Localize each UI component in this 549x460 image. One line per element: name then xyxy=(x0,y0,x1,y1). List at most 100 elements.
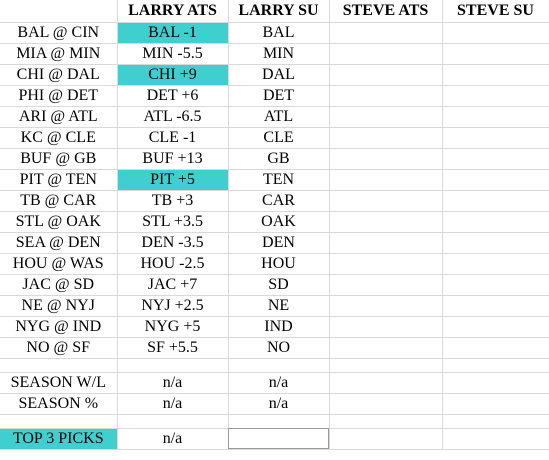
steve-su-cell[interactable] xyxy=(442,274,549,296)
larry-ats-cell[interactable]: n/a xyxy=(117,393,229,415)
steve-su-cell[interactable] xyxy=(442,169,549,191)
empty-cell[interactable] xyxy=(117,358,229,373)
steve-ats-cell[interactable] xyxy=(329,127,443,149)
larry-ats-cell[interactable]: BAL -1 xyxy=(117,22,229,44)
larry-ats-cell[interactable]: SF +5.5 xyxy=(117,337,229,359)
steve-ats-cell[interactable] xyxy=(329,148,443,170)
summary-label-cell[interactable]: SEASON % xyxy=(0,393,118,415)
larry-su-cell[interactable]: n/a xyxy=(228,372,330,394)
empty-cell[interactable] xyxy=(117,414,229,429)
larry-su-cell[interactable]: NE xyxy=(228,295,330,317)
steve-ats-cell[interactable] xyxy=(329,372,443,394)
steve-su-cell[interactable] xyxy=(442,43,549,65)
steve-ats-cell[interactable] xyxy=(329,428,443,450)
header-cell-steve-su[interactable]: STEVE SU xyxy=(442,0,549,23)
header-cell-matchup[interactable] xyxy=(0,0,118,23)
steve-su-cell[interactable] xyxy=(442,190,549,212)
larry-su-cell[interactable]: BAL xyxy=(228,22,330,44)
steve-su-cell[interactable] xyxy=(442,232,549,254)
header-cell-larry-ats[interactable]: LARRY ATS xyxy=(117,0,229,23)
larry-su-cell[interactable]: CAR xyxy=(228,190,330,212)
matchup-cell[interactable]: SEA @ DEN xyxy=(0,232,118,254)
steve-su-cell[interactable] xyxy=(442,372,549,394)
larry-ats-cell[interactable]: STL +3.5 xyxy=(117,211,229,233)
larry-su-cell[interactable]: MIN xyxy=(228,43,330,65)
steve-su-cell[interactable] xyxy=(442,316,549,338)
larry-ats-cell[interactable]: n/a xyxy=(117,372,229,394)
steve-su-cell[interactable] xyxy=(442,106,549,128)
larry-su-cell[interactable]: GB xyxy=(228,148,330,170)
larry-su-cell[interactable]: SD xyxy=(228,274,330,296)
larry-ats-cell[interactable]: DEN -3.5 xyxy=(117,232,229,254)
header-cell-larry-su[interactable]: LARRY SU xyxy=(228,0,330,23)
steve-su-cell[interactable] xyxy=(442,127,549,149)
larry-ats-cell[interactable]: CHI +9 xyxy=(117,64,229,86)
matchup-cell[interactable]: NO @ SF xyxy=(0,337,118,359)
larry-ats-cell[interactable]: ATL -6.5 xyxy=(117,106,229,128)
steve-ats-cell[interactable] xyxy=(329,169,443,191)
empty-cell[interactable] xyxy=(329,358,443,373)
larry-ats-cell[interactable]: NYJ +2.5 xyxy=(117,295,229,317)
steve-su-cell[interactable] xyxy=(442,295,549,317)
larry-ats-cell[interactable]: HOU -2.5 xyxy=(117,253,229,275)
empty-cell[interactable] xyxy=(442,414,549,429)
steve-ats-cell[interactable] xyxy=(329,253,443,275)
top-picks-label-cell[interactable]: TOP 3 PICKS xyxy=(0,428,118,450)
header-cell-steve-ats[interactable]: STEVE ATS xyxy=(329,0,443,23)
matchup-cell[interactable]: HOU @ WAS xyxy=(0,253,118,275)
steve-ats-cell[interactable] xyxy=(329,232,443,254)
larry-ats-cell[interactable]: MIN -5.5 xyxy=(117,43,229,65)
larry-su-cell[interactable]: CLE xyxy=(228,127,330,149)
steve-ats-cell[interactable] xyxy=(329,393,443,415)
steve-su-cell[interactable] xyxy=(442,64,549,86)
matchup-cell[interactable]: PIT @ TEN xyxy=(0,169,118,191)
matchup-cell[interactable]: NYG @ IND xyxy=(0,316,118,338)
steve-ats-cell[interactable] xyxy=(329,106,443,128)
matchup-cell[interactable]: TB @ CAR xyxy=(0,190,118,212)
steve-ats-cell[interactable] xyxy=(329,274,443,296)
steve-su-cell[interactable] xyxy=(442,337,549,359)
empty-cell[interactable] xyxy=(329,414,443,429)
larry-ats-cell[interactable]: DET +6 xyxy=(117,85,229,107)
matchup-cell[interactable]: KC @ CLE xyxy=(0,127,118,149)
steve-su-cell[interactable] xyxy=(442,253,549,275)
larry-ats-cell[interactable]: CLE -1 xyxy=(117,127,229,149)
matchup-cell[interactable]: ARI @ ATL xyxy=(0,106,118,128)
larry-su-cell[interactable]: OAK xyxy=(228,211,330,233)
matchup-cell[interactable]: BAL @ CIN xyxy=(0,22,118,44)
steve-su-cell[interactable] xyxy=(442,22,549,44)
empty-cell[interactable] xyxy=(228,358,330,373)
steve-ats-cell[interactable] xyxy=(329,22,443,44)
steve-ats-cell[interactable] xyxy=(329,211,443,233)
steve-su-cell[interactable] xyxy=(442,85,549,107)
steve-ats-cell[interactable] xyxy=(329,43,443,65)
larry-ats-cell[interactable]: n/a xyxy=(117,428,229,450)
matchup-cell[interactable]: PHI @ DET xyxy=(0,85,118,107)
steve-su-cell[interactable] xyxy=(442,148,549,170)
larry-su-cell[interactable]: DET xyxy=(228,85,330,107)
steve-ats-cell[interactable] xyxy=(329,85,443,107)
larry-su-cell[interactable]: ATL xyxy=(228,106,330,128)
empty-cell[interactable] xyxy=(0,414,118,429)
larry-su-cell[interactable]: IND xyxy=(228,316,330,338)
steve-ats-cell[interactable] xyxy=(329,190,443,212)
steve-ats-cell[interactable] xyxy=(329,337,443,359)
larry-ats-cell[interactable]: TB +3 xyxy=(117,190,229,212)
matchup-cell[interactable]: NE @ NYJ xyxy=(0,295,118,317)
larry-ats-cell[interactable]: NYG +5 xyxy=(117,316,229,338)
larry-su-cell[interactable]: n/a xyxy=(228,393,330,415)
empty-cell[interactable] xyxy=(0,358,118,373)
empty-cell[interactable] xyxy=(228,414,330,429)
steve-su-cell[interactable] xyxy=(442,428,549,450)
steve-ats-cell[interactable] xyxy=(329,64,443,86)
steve-ats-cell[interactable] xyxy=(329,295,443,317)
larry-ats-cell[interactable]: JAC +7 xyxy=(117,274,229,296)
steve-su-cell[interactable] xyxy=(442,211,549,233)
matchup-cell[interactable]: BUF @ GB xyxy=(0,148,118,170)
larry-su-cell[interactable]: DAL xyxy=(228,64,330,86)
matchup-cell[interactable]: CHI @ DAL xyxy=(0,64,118,86)
empty-cell[interactable] xyxy=(442,358,549,373)
steve-su-cell[interactable] xyxy=(442,393,549,415)
larry-ats-cell[interactable]: PIT +5 xyxy=(117,169,229,191)
matchup-cell[interactable]: STL @ OAK xyxy=(0,211,118,233)
